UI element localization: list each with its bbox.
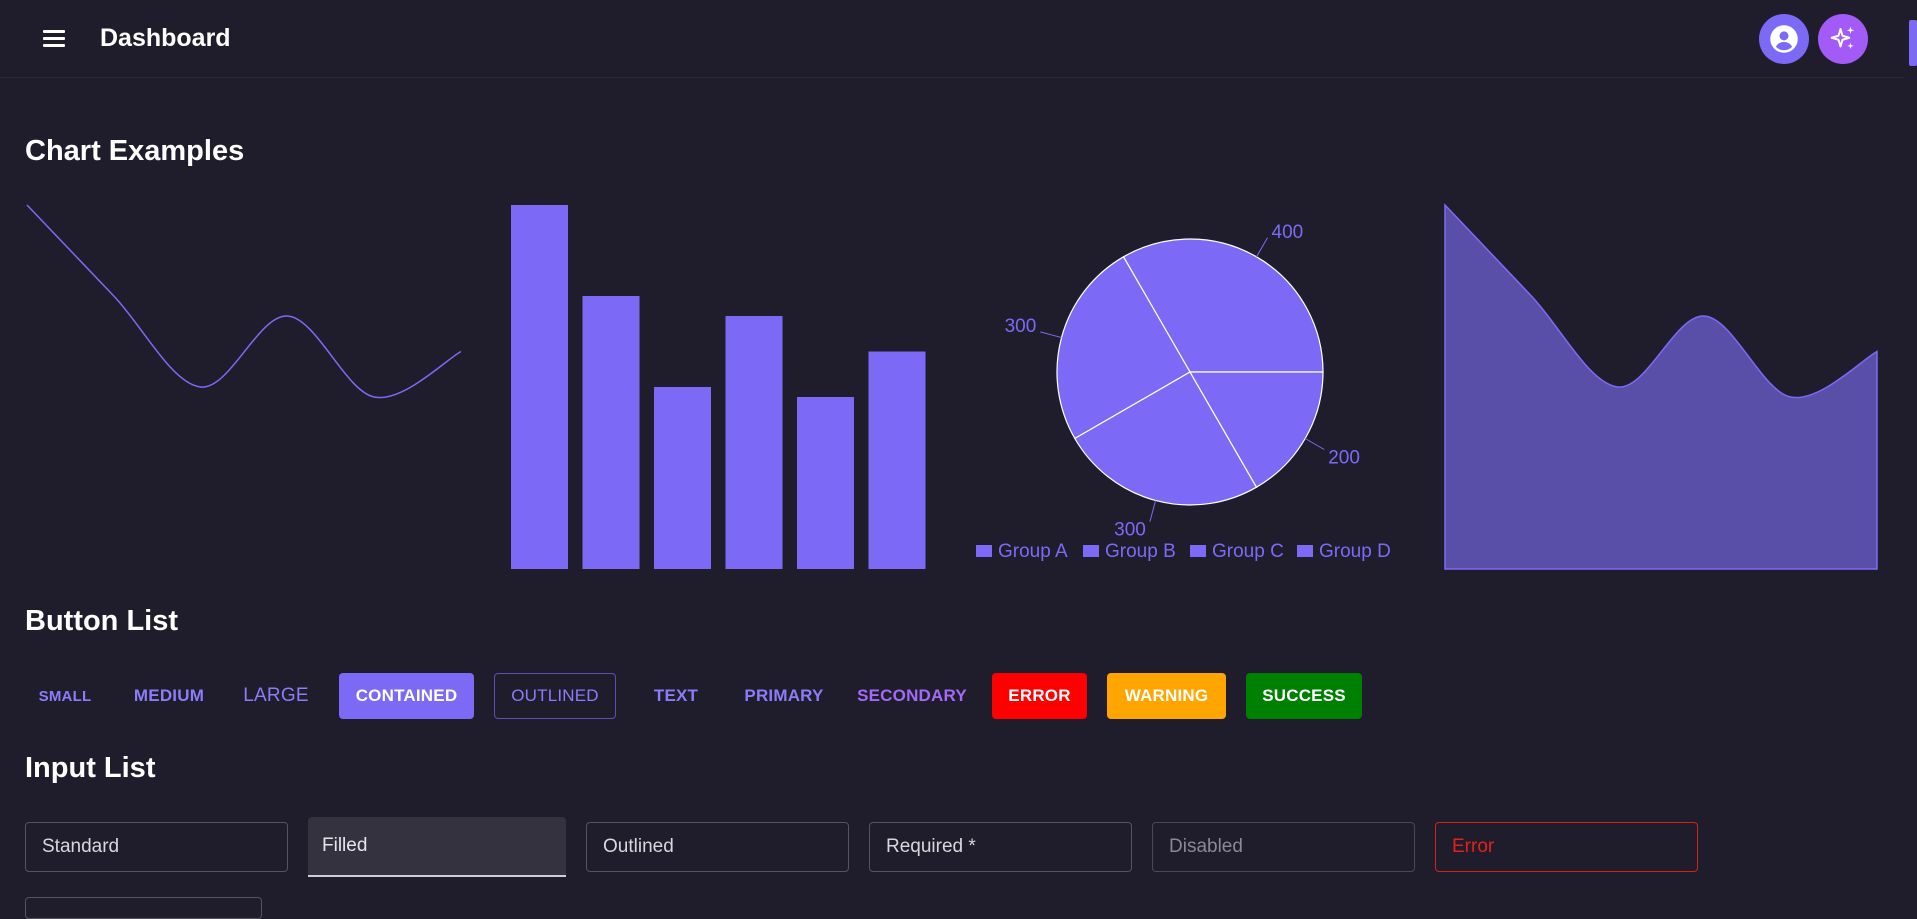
account-button[interactable] — [1759, 14, 1809, 64]
bar-6[interactable] — [868, 351, 926, 569]
filled-input-label: Filled — [322, 835, 368, 856]
line-series — [26, 204, 462, 399]
bar-5[interactable] — [797, 397, 854, 569]
pie-label-line — [1256, 237, 1268, 258]
legend-item[interactable]: Group A — [976, 541, 1068, 562]
outlined-button[interactable]: OUTLINED — [494, 673, 616, 719]
pie-slice-group-a[interactable] — [1122, 238, 1324, 373]
warning-button[interactable]: WARNING — [1107, 673, 1226, 719]
bar-4[interactable] — [725, 316, 783, 569]
disabled-input-label: Disabled — [1169, 836, 1243, 857]
error-button[interactable]: ERROR — [992, 673, 1087, 719]
input-section-title: Input List — [25, 752, 156, 784]
bar-1[interactable] — [511, 205, 568, 569]
text-button[interactable]: TEXT — [653, 686, 699, 705]
bar-chart — [511, 205, 926, 569]
sparkle-icon — [1830, 26, 1855, 49]
legend-label: Group D — [1319, 541, 1391, 562]
pie-label: 400 — [1272, 222, 1304, 243]
error-input-label: Error — [1452, 836, 1495, 857]
primary-button[interactable]: PRIMARY — [744, 686, 824, 705]
disabled-input: Disabled — [1152, 822, 1415, 872]
legend-item[interactable]: Group C — [1190, 541, 1284, 562]
contained-button[interactable]: CONTAINED — [339, 673, 474, 719]
legend-label: Group C — [1212, 541, 1284, 562]
large-button[interactable]: LARGE — [243, 685, 309, 706]
filled-input[interactable]: Filled — [308, 817, 566, 877]
pie-label-line — [1304, 438, 1325, 450]
error-input[interactable]: Error — [1435, 822, 1698, 872]
page-title: Dashboard — [100, 24, 231, 52]
sparkle-button[interactable] — [1818, 14, 1868, 64]
button-section-title: Button List — [25, 605, 179, 637]
scrollbar-track[interactable] — [1905, 0, 1917, 905]
pie-label-line — [1149, 500, 1157, 522]
pie-label: 300 — [1005, 316, 1037, 337]
outlined-input[interactable]: Outlined — [586, 822, 849, 872]
legend-swatch — [1297, 545, 1313, 557]
scrollbar-thumb[interactable] — [1909, 20, 1917, 66]
secondary-button[interactable]: SECONDARY — [857, 686, 967, 705]
legend-item[interactable]: Group D — [1297, 541, 1391, 562]
line-chart — [26, 204, 462, 399]
hamburger-menu-icon[interactable] — [38, 22, 70, 54]
outlined-input-label: Outlined — [603, 836, 674, 857]
app-bar: Dashboard — [0, 0, 1905, 78]
small-button[interactable]: SMALL — [38, 687, 92, 705]
legend-item[interactable]: Group B — [1083, 541, 1176, 562]
chart-section-title: Chart Examples — [25, 135, 245, 167]
pie-label: 200 — [1328, 448, 1360, 469]
pie-label-line — [1040, 331, 1062, 339]
account-circle-icon — [1770, 25, 1798, 53]
standard-input-label: Standard — [42, 836, 120, 857]
required-input-label: Required * — [886, 836, 976, 857]
pie-slice-group-b[interactable] — [1056, 255, 1191, 440]
area-chart — [1444, 203, 1878, 570]
standard-input[interactable]: Standard — [25, 822, 288, 872]
required-input[interactable]: Required * — [869, 822, 1132, 872]
legend-label: Group A — [998, 541, 1068, 562]
success-button[interactable]: SUCCESS — [1246, 673, 1362, 719]
partial-input[interactable] — [25, 897, 262, 919]
legend-swatch — [1083, 545, 1099, 557]
bar-3[interactable] — [654, 387, 711, 569]
pie-label: 300 — [1114, 520, 1146, 541]
legend-swatch — [1190, 545, 1206, 557]
pie-slice-group-d[interactable] — [1188, 371, 1324, 489]
legend-swatch — [976, 545, 992, 557]
pie-slice-group-c[interactable] — [1073, 371, 1258, 506]
pie-chart: 400 300 300 200 Group A Group B Group C Group D — [976, 222, 1391, 562]
medium-button[interactable]: MEDIUM — [133, 686, 205, 705]
legend-label: Group B — [1105, 541, 1176, 562]
bar-2[interactable] — [582, 296, 640, 569]
area-series — [1444, 203, 1878, 570]
